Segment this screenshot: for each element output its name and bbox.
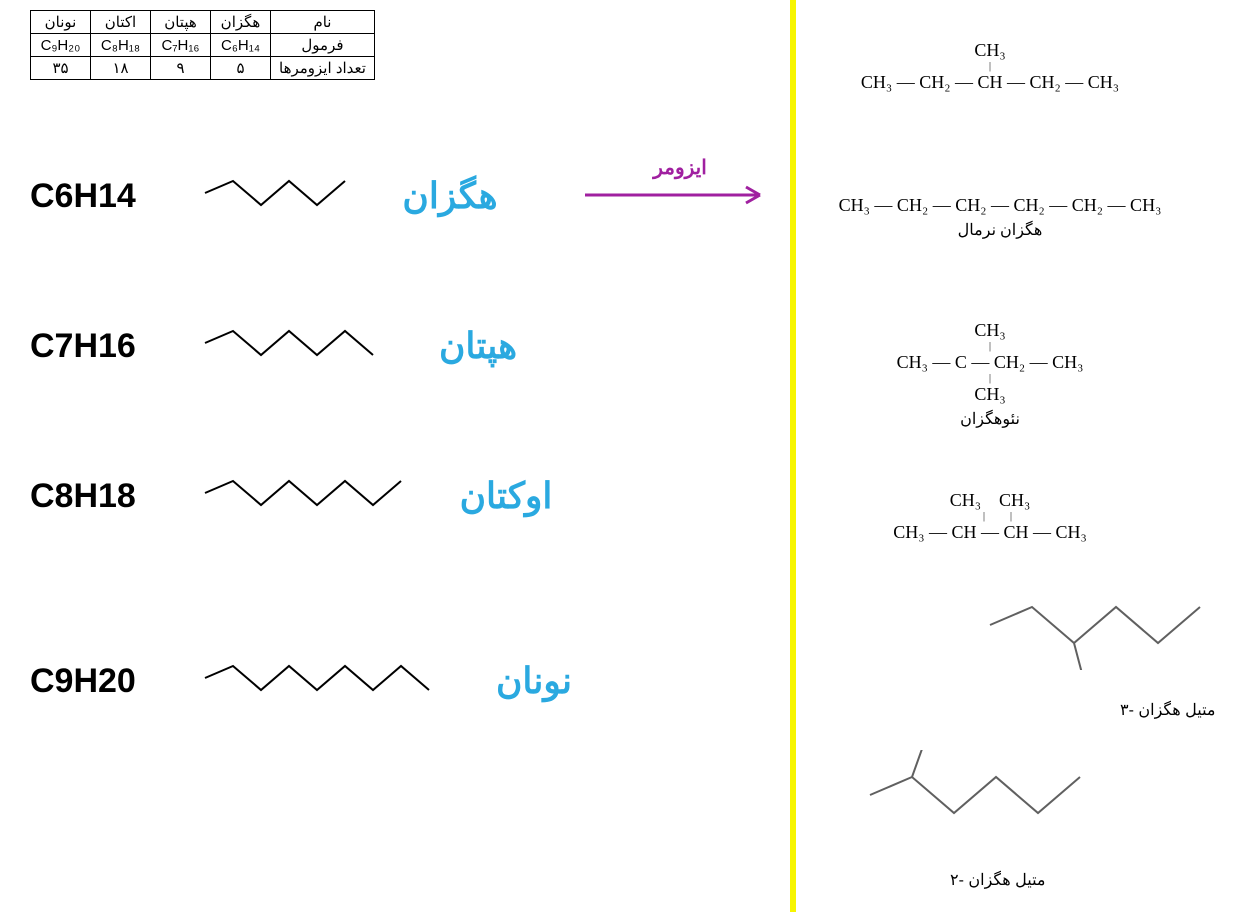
arrow-icon — [580, 180, 780, 210]
chem-caption: نئوهگزان — [897, 409, 1084, 429]
table-cell: C₉H₂₀ — [31, 34, 91, 57]
chem-main: CH₃ — CH₂ — CH₂ — CH₂ — CH₂ — CH₃ — [839, 195, 1162, 216]
table-cell: تعداد ایزومرها — [271, 57, 375, 80]
skeletal-2-methylhexane — [860, 750, 1120, 845]
table-cell: هپتان — [151, 11, 211, 34]
table-cell: C₆H₁₄ — [211, 34, 271, 57]
structure-n-hexane: CH₃ — CH₂ — CH₂ — CH₂ — CH₂ — CH₃ هگزان … — [839, 195, 1162, 240]
chem-caption: هگزان نرمال — [839, 220, 1162, 240]
alkane-row: C8H18 اوکتان — [30, 475, 576, 517]
table-row: نام هگزان هپتان اکتان نونان — [31, 11, 375, 34]
structure-dimethylbutane: CH₃ CH₃ | | CH₃ — CH — CH — CH₃ — [893, 490, 1087, 543]
skeletal-zigzag — [200, 476, 416, 516]
isomer-table: نام هگزان هپتان اکتان نونان فرمول C₆H₁₄ … — [30, 10, 375, 80]
chem-top: CH₃ — [897, 320, 1084, 341]
alkane-row: C7H16 هپتان — [30, 325, 548, 367]
formula-label: C6H14 — [30, 177, 180, 216]
chem-main: CH₃ — CH₂ — CH — CH₂ — CH₃ — [861, 72, 1119, 93]
skeletal-icon — [980, 580, 1230, 670]
chem-main: CH₃ — C — CH₂ — CH₃ — [897, 352, 1084, 373]
skeletal-zigzag — [200, 176, 360, 216]
alkane-name: نونان — [464, 660, 604, 702]
table-row: فرمول C₆H₁₄ C₇H₁₆ C₈H₁₈ C₉H₂₀ — [31, 34, 375, 57]
skeletal-caption: ۳- متیل هگزان — [1120, 700, 1215, 720]
structure-neohexane: CH₃ | CH₃ — C — CH₂ — CH₃ | CH₃ نئوهگزان — [897, 320, 1084, 429]
formula-label: C7H16 — [30, 327, 180, 366]
table-cell: هگزان — [211, 11, 271, 34]
formula-label: C8H18 — [30, 477, 180, 516]
skeletal-zigzag — [200, 661, 444, 701]
chem-main: CH₃ — CH — CH — CH₃ — [893, 522, 1087, 543]
skeletal-3-methylhexane — [980, 580, 1230, 675]
table-cell: ۳۵ — [31, 57, 91, 80]
chem-top: CH₃ CH₃ — [893, 490, 1087, 511]
formula-label: C9H20 — [30, 662, 180, 701]
alkane-row: C9H20 نونان — [30, 660, 604, 702]
table-cell: اکتان — [91, 11, 151, 34]
skeletal-caption: ۲- متیل هگزان — [950, 870, 1045, 890]
table-cell: ۵ — [211, 57, 271, 80]
structure-isopentane: CH₃ | CH₃ — CH₂ — CH — CH₂ — CH₃ — [861, 40, 1119, 93]
chem-top: CH₃ — [861, 40, 1119, 61]
isomer-arrow: ایزومر — [580, 155, 780, 215]
table-row: تعداد ایزومرها ۵ ۹ ۱۸ ۳۵ — [31, 57, 375, 80]
chem-bottom: CH₃ — [897, 384, 1084, 405]
table-cell: فرمول — [271, 34, 375, 57]
alkane-name: هگزان — [380, 175, 520, 217]
table-element: نام هگزان هپتان اکتان نونان فرمول C₆H₁₄ … — [30, 10, 375, 80]
table-cell: C₈H₁₈ — [91, 34, 151, 57]
arrow-label: ایزومر — [580, 155, 780, 180]
vertical-divider — [790, 0, 796, 912]
skeletal-zigzag — [200, 326, 388, 366]
table-cell: ۱۸ — [91, 57, 151, 80]
table-cell: نام — [271, 11, 375, 34]
skeletal-icon — [860, 750, 1120, 840]
table-cell: نونان — [31, 11, 91, 34]
alkane-name: هپتان — [408, 325, 548, 367]
table-cell: ۹ — [151, 57, 211, 80]
alkane-row: C6H14 هگزان — [30, 175, 520, 217]
table-cell: C₇H₁₆ — [151, 34, 211, 57]
alkane-name: اوکتان — [436, 475, 576, 517]
